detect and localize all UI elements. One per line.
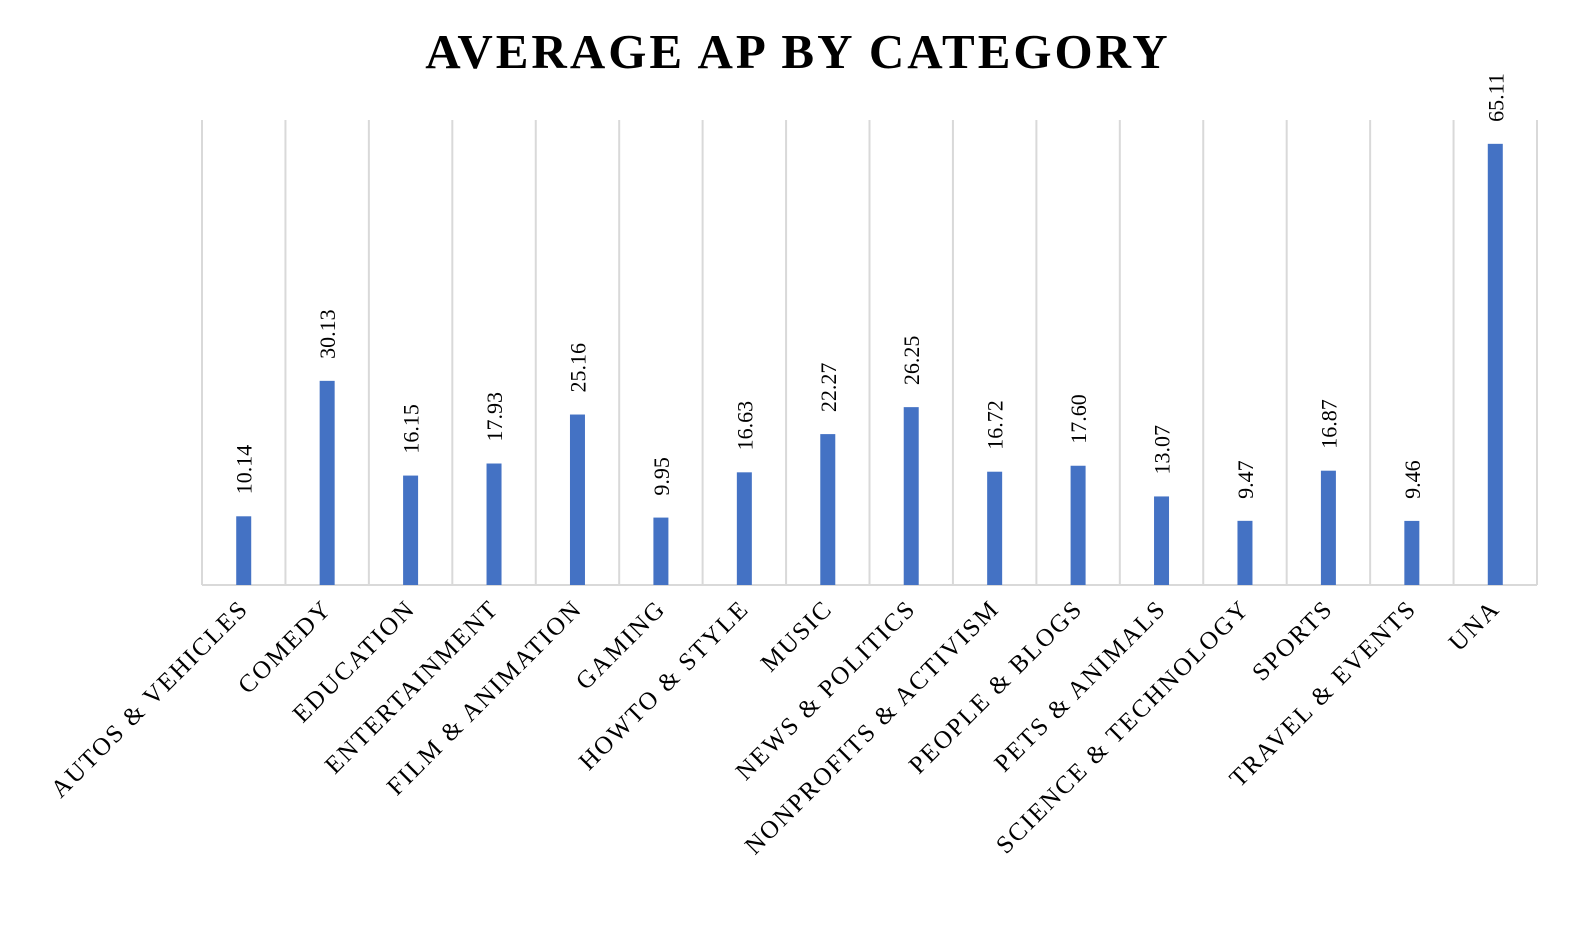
data-label: 9.95: [649, 457, 674, 496]
data-label: 26.25: [899, 336, 924, 386]
bar: [987, 471, 1003, 585]
bar: [1320, 470, 1336, 585]
bar: [236, 516, 252, 585]
x-tick-label: AUTOS & VEHICLES: [46, 595, 254, 803]
x-tick-labels: AUTOS & VEHICLESCOMEDYEDUCATIONENTERTAIN…: [46, 595, 1506, 860]
bar: [1154, 496, 1170, 585]
data-label: 17.60: [1066, 394, 1091, 444]
data-label: 16.63: [732, 401, 757, 451]
data-label: 9.46: [1400, 460, 1425, 499]
bar: [653, 517, 669, 585]
bar: [1237, 520, 1253, 585]
grid-lines: [201, 120, 1538, 586]
data-label: 16.72: [983, 400, 1008, 450]
x-tick-label: MUSIC: [756, 595, 838, 677]
data-label: 22.27: [816, 363, 841, 413]
data-label: 25.16: [565, 343, 590, 393]
data-label: 13.07: [1150, 425, 1175, 475]
bar: [736, 472, 752, 585]
bar: [1070, 465, 1086, 585]
bar: [1404, 520, 1420, 585]
bar: [486, 463, 502, 585]
data-label: 65.11: [1483, 73, 1508, 122]
bar: [1487, 143, 1503, 585]
bar: [569, 414, 585, 585]
bar: [820, 434, 836, 585]
chart-title: AVERAGE AP BY CATEGORY: [425, 24, 1170, 79]
data-label: 16.87: [1316, 399, 1341, 449]
x-tick-label: HOWTO & STYLE: [574, 595, 755, 776]
data-label: 10.14: [232, 445, 257, 495]
bar: [403, 475, 419, 585]
x-tick-label: UNA: [1444, 595, 1506, 657]
data-label: 16.15: [399, 404, 424, 454]
data-label: 30.13: [315, 309, 340, 359]
data-label: 9.47: [1233, 460, 1258, 499]
bar: [319, 380, 335, 585]
data-label: 17.93: [482, 392, 507, 442]
data-labels: 10.14 30.13 16.15 17.93 25.16 9.95 16.63 22.27 2…: [232, 73, 1509, 499]
bar: [903, 407, 919, 585]
bars: [236, 143, 1503, 585]
